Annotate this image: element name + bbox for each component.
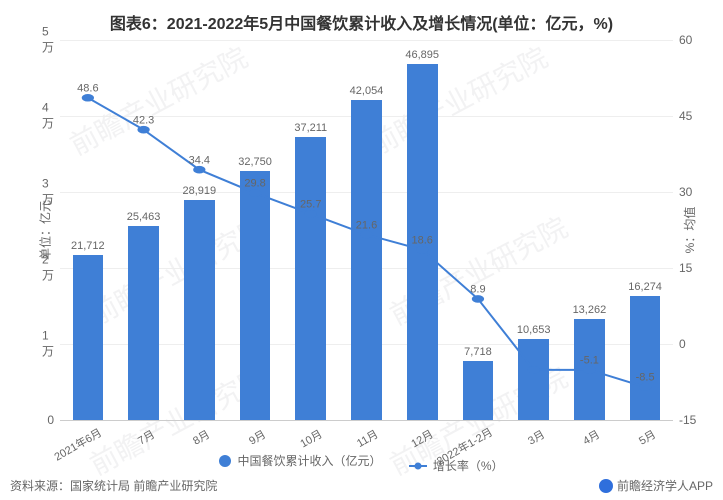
xtick-label: 11月 [349, 419, 380, 451]
line-point-label: 25.7 [300, 198, 321, 210]
legend-bar-label: 中国餐饮累计收入（亿元） [237, 452, 381, 469]
ytick-left: 4万 [42, 101, 60, 132]
legend-line: 增长率（%） [409, 457, 504, 474]
plot-region: 01万2万3万4万5万-1501530456021,7122021年6月25,4… [60, 40, 673, 420]
ytick-left: 3万 [42, 177, 60, 208]
legend-bar-swatch [219, 455, 231, 467]
ytick-left: 1万 [42, 329, 60, 360]
xtick-label: 4月 [576, 419, 603, 448]
brand-logo-icon [599, 479, 613, 493]
line-point-label: -5.1 [580, 354, 599, 366]
legend-line-label: 增长率（%） [433, 457, 504, 474]
y-right-label: %：均值 [681, 207, 698, 254]
brand-text: 前瞻经济学人APP [599, 477, 713, 494]
ytick-left: 0 [47, 413, 60, 427]
ytick-left: 5万 [42, 25, 60, 56]
legend: 中国餐饮累计收入（亿元） 增长率（%） [0, 452, 723, 474]
legend-bar: 中国餐饮累计收入（亿元） [219, 452, 381, 469]
line-point-label: 8.9 [470, 283, 485, 295]
line-point-label: 29.8 [244, 177, 265, 189]
xtick-label: 7月 [130, 419, 157, 448]
line-point-label: -8.5 [636, 371, 655, 383]
xtick-label: 9月 [242, 419, 269, 448]
xtick-label: 8月 [186, 419, 213, 448]
line-point-label: 42.3 [133, 114, 154, 126]
line-point-label: 34.4 [189, 154, 210, 166]
legend-line-swatch [409, 465, 427, 467]
ytick-right: 45 [673, 109, 692, 123]
xtick-label: 5月 [632, 419, 659, 448]
xtick-label: 3月 [520, 419, 547, 448]
xtick-label: 10月 [293, 419, 325, 451]
source-text: 资料来源：国家统计局 前瞻产业研究院 [10, 477, 217, 494]
chart-area: 单位：亿元 %：均值 01万2万3万4万5万-1501530456021,712… [60, 40, 673, 420]
y-left-label: 单位：亿元 [37, 200, 54, 260]
ytick-left: 2万 [42, 253, 60, 284]
line-point-label: 21.6 [356, 219, 377, 231]
line-point-label: 48.6 [77, 82, 98, 94]
ytick-right: 30 [673, 185, 692, 199]
chart-title: 图表6：2021-2022年5月中国餐饮累计收入及增长情况(单位：亿元，%) [0, 0, 723, 34]
ytick-right: 0 [673, 337, 686, 351]
ytick-right: -15 [673, 413, 696, 427]
ytick-right: 60 [673, 33, 692, 47]
ytick-right: 15 [673, 261, 692, 275]
line-point-label: 18.6 [412, 234, 433, 246]
